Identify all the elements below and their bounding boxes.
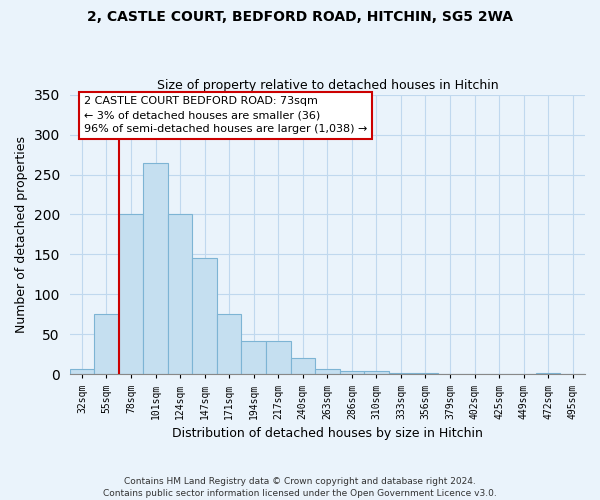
X-axis label: Distribution of detached houses by size in Hitchin: Distribution of detached houses by size …: [172, 427, 483, 440]
Bar: [168, 214, 193, 374]
Bar: [266, 341, 290, 374]
Bar: [143, 162, 168, 374]
Bar: [290, 358, 315, 374]
Bar: [217, 314, 241, 374]
Title: Size of property relative to detached houses in Hitchin: Size of property relative to detached ho…: [157, 79, 498, 92]
Y-axis label: Number of detached properties: Number of detached properties: [15, 136, 28, 333]
Bar: [340, 371, 364, 374]
Bar: [193, 258, 217, 374]
Text: 2 CASTLE COURT BEDFORD ROAD: 73sqm
← 3% of detached houses are smaller (36)
96% : 2 CASTLE COURT BEDFORD ROAD: 73sqm ← 3% …: [84, 96, 367, 134]
Bar: [119, 214, 143, 374]
Text: 2, CASTLE COURT, BEDFORD ROAD, HITCHIN, SG5 2WA: 2, CASTLE COURT, BEDFORD ROAD, HITCHIN, …: [87, 10, 513, 24]
Bar: [94, 314, 119, 374]
Bar: [70, 369, 94, 374]
Bar: [536, 373, 560, 374]
Text: Contains HM Land Registry data © Crown copyright and database right 2024.
Contai: Contains HM Land Registry data © Crown c…: [103, 476, 497, 498]
Bar: [315, 369, 340, 374]
Bar: [389, 373, 413, 374]
Bar: [241, 341, 266, 374]
Bar: [364, 371, 389, 374]
Bar: [413, 373, 438, 374]
